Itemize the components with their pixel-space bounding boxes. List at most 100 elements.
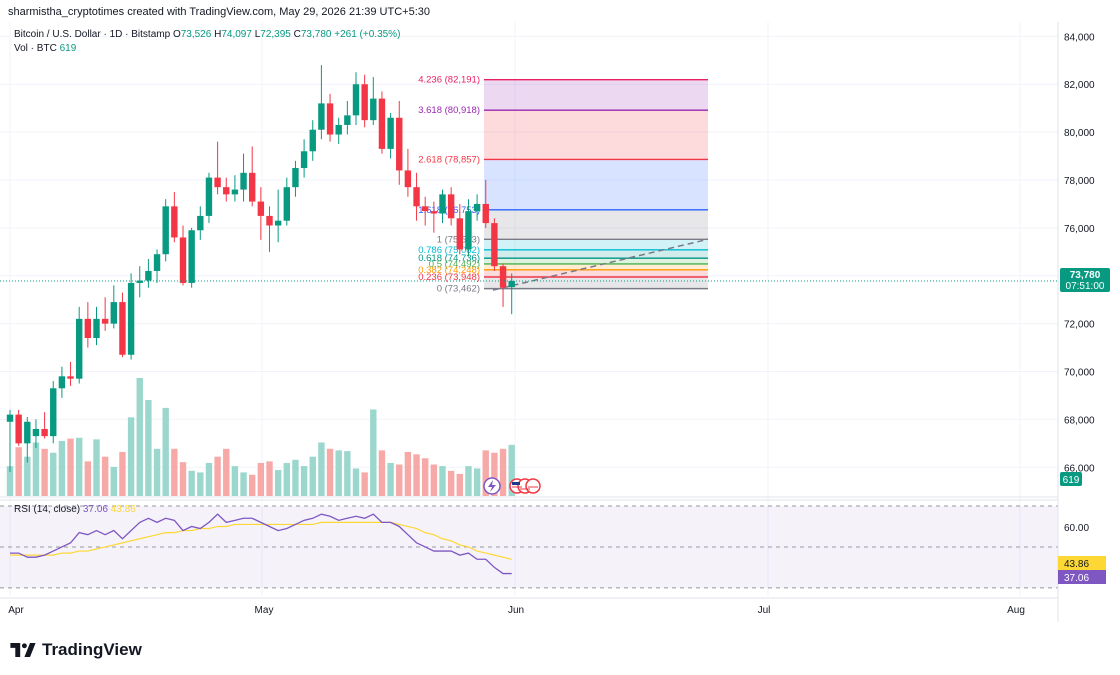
- volume-bar: [179, 462, 187, 496]
- volume-bar: [326, 448, 334, 496]
- volume-bar: [344, 451, 351, 496]
- volume-bar: [465, 466, 472, 496]
- low-value: 72,395: [260, 29, 291, 40]
- candle-body: [404, 170, 412, 188]
- volume-bar: [249, 474, 256, 496]
- volume-legend[interactable]: Vol · BTC 619: [14, 43, 77, 54]
- time-axis-label: Apr: [8, 605, 24, 616]
- fib-zone: [484, 269, 708, 278]
- events-row[interactable]: [483, 477, 541, 495]
- volume-bar: [413, 454, 420, 496]
- volume-bar: [508, 444, 515, 496]
- candle-body: [283, 187, 290, 221]
- candle-body: [197, 215, 204, 231]
- volume-bar: [396, 464, 403, 496]
- price-tick: 66,000: [1064, 463, 1095, 474]
- svg-text:60.00: 60.00: [1064, 523, 1089, 534]
- price-tick: 76,000: [1064, 224, 1095, 235]
- candle-body: [15, 414, 22, 444]
- price-tick: 72,000: [1064, 320, 1095, 331]
- volume-badge: 619: [1060, 472, 1082, 486]
- candle-body: [24, 421, 31, 444]
- fib-level-label: 0 (73,462): [437, 284, 480, 295]
- volume-bar: [110, 466, 117, 496]
- candle-body: [110, 302, 117, 324]
- time-axis-label: Jul: [758, 605, 771, 616]
- svg-text:07:51:00: 07:51:00: [1066, 281, 1105, 292]
- volume-bar: [352, 468, 360, 496]
- volume-bar: [370, 409, 377, 496]
- candle-body: [344, 115, 351, 125]
- time-axis-label: May: [255, 605, 274, 616]
- candlestick-series: [0, 65, 1058, 473]
- rsi-legend[interactable]: RSI (14, close) 37.06 43.86: [14, 504, 136, 515]
- volume-bar: [335, 450, 342, 496]
- candle-body: [214, 177, 221, 188]
- fib-level-label: 0.786 (75,082): [418, 245, 480, 256]
- volume-bar: [171, 448, 178, 496]
- volume-bar: [447, 470, 455, 496]
- us-flag-icon[interactable]: [509, 478, 541, 494]
- candle-body: [335, 124, 342, 135]
- candle-body: [41, 428, 48, 437]
- volume-bar: [50, 452, 57, 496]
- tv-logo-icon: [10, 643, 36, 657]
- candle-body: [162, 206, 169, 255]
- volume-bar: [499, 448, 507, 496]
- candle-body: [309, 129, 316, 152]
- rsi-ma-value: 43.86: [110, 504, 136, 515]
- candle-body: [127, 282, 135, 355]
- candle-body: [231, 189, 239, 195]
- candle-body: [499, 266, 507, 288]
- candle-body: [473, 203, 481, 212]
- candle-body: [257, 201, 265, 216]
- candle-body: [76, 318, 83, 379]
- candle-body: [153, 254, 161, 271]
- volume-bar: [231, 466, 239, 496]
- volume-bar: [430, 464, 438, 496]
- candle-body: [465, 211, 472, 250]
- volume-bar: [240, 472, 247, 496]
- volume-bar: [24, 456, 31, 496]
- fib-zone: [484, 79, 708, 111]
- candle-body: [378, 98, 386, 149]
- candle-body: [171, 206, 178, 238]
- candle-body: [508, 281, 515, 288]
- volume-bar: [257, 462, 265, 496]
- candle-body: [318, 103, 325, 130]
- volume-bar: [439, 466, 446, 496]
- current-price-badge: 73,780 07:51:00: [1060, 268, 1110, 292]
- candle-body: [249, 172, 256, 202]
- candle-body: [145, 270, 152, 281]
- volume-bar: [136, 378, 143, 496]
- candle-body: [179, 237, 187, 283]
- candle-body: [387, 117, 394, 149]
- rsi-axis: 60.00 43.86 37.06: [1058, 523, 1106, 584]
- fib-level-label: 0.236 (73,948): [418, 272, 480, 283]
- candle-body: [456, 218, 463, 250]
- candle-body: [101, 318, 109, 324]
- fibonacci-extension[interactable]: 4.236 (82,191) 3.618 (80,918) 2.618 (78,85…: [418, 75, 709, 295]
- candle-body: [326, 103, 334, 135]
- fib-trend-line[interactable]: [492, 238, 709, 291]
- candle-body: [266, 215, 273, 226]
- volume-bar: [404, 451, 412, 496]
- volume-bar: [67, 438, 74, 496]
- symbol-legend[interactable]: Bitcoin / U.S. Dollar · 1D · Bitstamp O7…: [14, 29, 401, 40]
- price-tick: 68,000: [1064, 415, 1095, 426]
- volume-bar: [127, 417, 135, 496]
- rsi-value: 37.06: [82, 504, 108, 515]
- fib-level-label: 0.5 (74,492): [429, 259, 480, 270]
- candle-body: [223, 187, 230, 195]
- fib-zone: [484, 159, 708, 210]
- price-tick: 84,000: [1064, 32, 1095, 43]
- candle-body: [119, 302, 126, 355]
- time-axis-label: Jun: [508, 605, 524, 616]
- volume-bar: [266, 461, 273, 496]
- price-tick: 78,000: [1064, 176, 1095, 187]
- volume-bars: [6, 378, 515, 496]
- candle-body: [300, 151, 308, 169]
- tradingview-logo[interactable]: TradingView: [10, 640, 142, 660]
- candle-body: [352, 84, 360, 116]
